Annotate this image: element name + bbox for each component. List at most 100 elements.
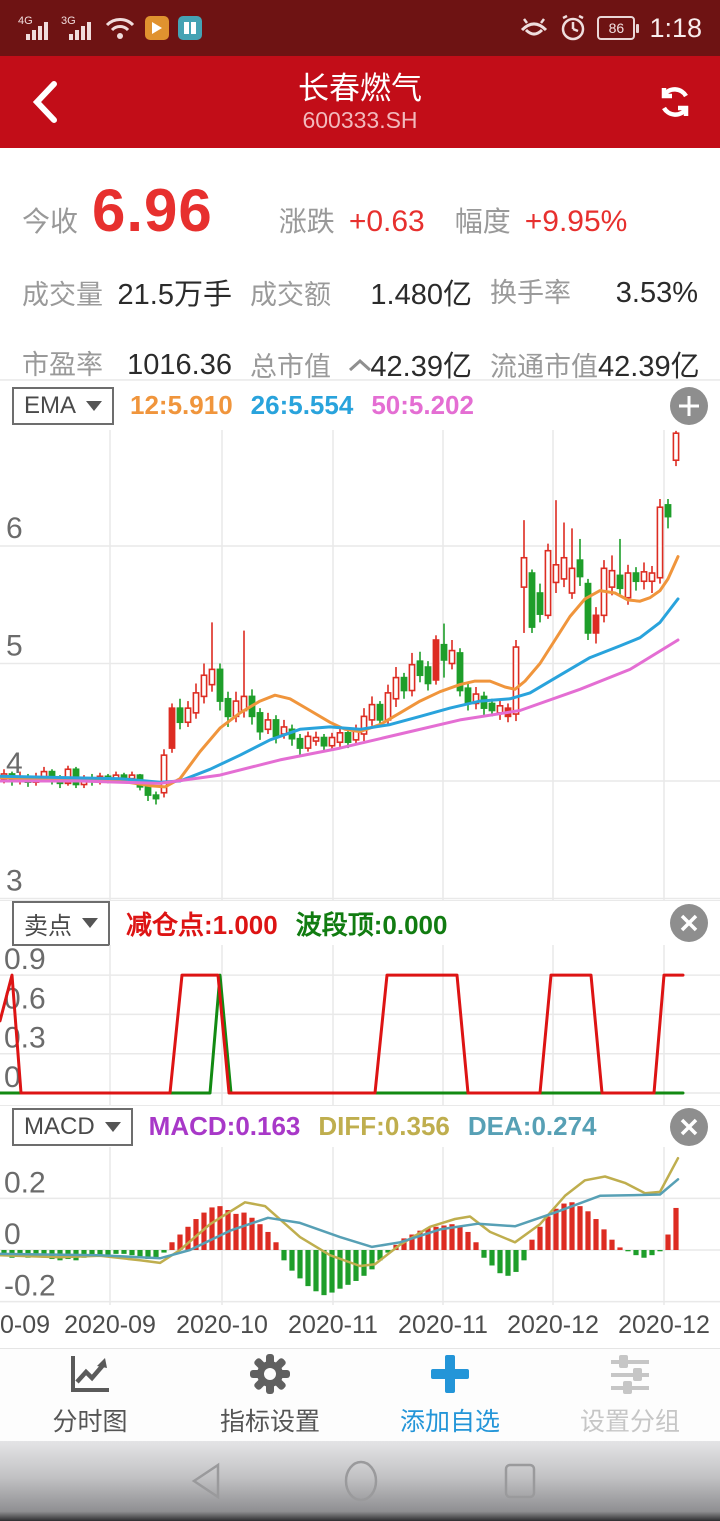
macd-bar: [281, 1250, 287, 1261]
macd-bar: [473, 1242, 479, 1250]
macd-toolbar: MACD MACD:0.163 DIFF:0.356 DEA:0.274: [0, 1105, 720, 1147]
series-line: [0, 973, 685, 1095]
macd-bar: [89, 1250, 95, 1257]
x-tick-label: 2020-12: [618, 1311, 710, 1339]
book-app-icon: [178, 16, 202, 40]
refresh-button[interactable]: [650, 84, 700, 120]
toolbar-item-label: 分时图: [52, 1408, 128, 1436]
candle-body: [544, 549, 552, 617]
macd-bar: [193, 1219, 199, 1250]
macd-bar: [457, 1226, 463, 1250]
nav-back-button[interactable]: [188, 1461, 224, 1501]
macd-bar: [129, 1250, 135, 1256]
close-label: 今收: [22, 206, 79, 237]
x-tick-label: 2020-10: [176, 1311, 268, 1339]
stats-grid: 成交量 21.5万手 成交额 1.480亿 换手率 3.53% 市盈率 1016.36…: [22, 271, 700, 385]
change-value: +0.63: [348, 205, 425, 238]
series-line: [0, 638, 680, 785]
macd-bar: [561, 1203, 567, 1250]
macd-bar: [305, 1250, 311, 1287]
stat-label: 总市值: [250, 352, 331, 382]
candle-body: [560, 556, 568, 580]
candle-body: [608, 569, 616, 588]
candle-body: [368, 703, 376, 721]
sliders-icon: [611, 1355, 649, 1394]
bottom-toolbar: 分时图 指标设置 添加自选 设置分组: [0, 1349, 720, 1441]
nav-recents-button[interactable]: [502, 1461, 538, 1501]
stat-value: 1.480亿: [370, 279, 472, 311]
candle-body: [192, 692, 200, 714]
macd-bar: [257, 1224, 263, 1250]
change-label: 涨跌: [278, 206, 335, 237]
status-right-icons: 86 1:18: [519, 13, 702, 44]
svg-text:4G: 4G: [18, 15, 33, 27]
macd-bar: [185, 1226, 191, 1250]
close-macd-panel-button[interactable]: [670, 1107, 708, 1146]
toolbar-item-label: 设置分组: [579, 1408, 680, 1436]
nav-recents-icon: [504, 1463, 536, 1499]
plus-icon: [679, 395, 699, 416]
stat-item: 成交额 1.480亿: [250, 271, 490, 313]
nav-home-button[interactable]: [342, 1459, 380, 1503]
stat-value: 3.53%: [615, 277, 698, 309]
macd-chart[interactable]: 0.2 0 -0.2: [0, 1147, 720, 1305]
kline-chart[interactable]: 6 5 4 3: [0, 430, 720, 900]
candle-body: [616, 574, 624, 590]
macd-bar: [289, 1250, 295, 1271]
candle-body: [432, 639, 440, 681]
close-price: 6.96: [92, 177, 213, 244]
legend-item: 减仓点:1.000: [126, 909, 278, 940]
candle-body: [640, 571, 648, 583]
macd-bar: [441, 1225, 447, 1250]
candle-body: [552, 564, 560, 584]
back-button[interactable]: [20, 81, 70, 123]
ema-selector[interactable]: EMA: [12, 386, 115, 425]
y-tick-label: 0.3: [4, 1022, 46, 1055]
stat-label: 流通市值: [490, 352, 598, 382]
range-label: 幅度: [454, 206, 511, 237]
alarm-clock-icon: [562, 14, 585, 41]
svg-text:3G: 3G: [61, 15, 76, 27]
signal-3g-icon: 3G: [61, 15, 91, 40]
legend-item: 26:5.554: [250, 390, 354, 420]
close-sell-panel-button[interactable]: [670, 904, 708, 942]
y-tick-label: 4: [6, 747, 23, 780]
candle-body: [264, 719, 272, 731]
timeline-chart-icon: [71, 1356, 109, 1392]
candle-body: [448, 649, 456, 665]
caret-down-icon: [86, 400, 103, 411]
stock-code: 600333.SH: [302, 106, 418, 133]
candle-body: [576, 559, 584, 578]
collapse-toggle[interactable]: [347, 358, 373, 377]
macd-selector[interactable]: MACD: [12, 1107, 133, 1146]
macd-bar: [377, 1250, 383, 1261]
stat-value: 42.39亿: [598, 351, 700, 383]
stat-label: 换手率: [490, 278, 571, 308]
macd-bar: [329, 1250, 335, 1293]
y-tick-label: 3: [6, 865, 23, 898]
candle-body: [424, 666, 432, 685]
sell-selector[interactable]: 卖点: [12, 900, 110, 946]
macd-bar: [233, 1213, 239, 1250]
toolbar-item-label: 指标设置: [219, 1408, 320, 1436]
series-line: [0, 973, 685, 1095]
legend-item: 波段顶:0.000: [295, 909, 448, 940]
macd-bar: [361, 1250, 367, 1276]
macd-bar: [673, 1207, 679, 1250]
legend-item: 12:5.910: [130, 390, 233, 420]
add-indicator-button[interactable]: [670, 386, 708, 425]
macd-bar: [569, 1202, 575, 1250]
candle-body: [536, 592, 544, 615]
battery-percent: 86: [597, 16, 636, 40]
toolbar-item-timeline-chart[interactable]: 分时图: [0, 1349, 180, 1441]
stat-item: 成交量 21.5万手: [22, 271, 250, 313]
candle-body: [440, 643, 448, 661]
candle-body: [520, 556, 528, 588]
sell-signal-chart[interactable]: 0.9 0.6 0.3 0: [0, 945, 720, 1105]
candle-body: [176, 707, 184, 724]
toolbar-item-plus[interactable]: 添加自选: [360, 1349, 540, 1441]
candle-body: [632, 572, 640, 583]
toolbar-item-label: 添加自选: [399, 1408, 500, 1436]
close-icon: [680, 1118, 698, 1135]
toolbar-item-gear[interactable]: 指标设置: [180, 1349, 360, 1441]
